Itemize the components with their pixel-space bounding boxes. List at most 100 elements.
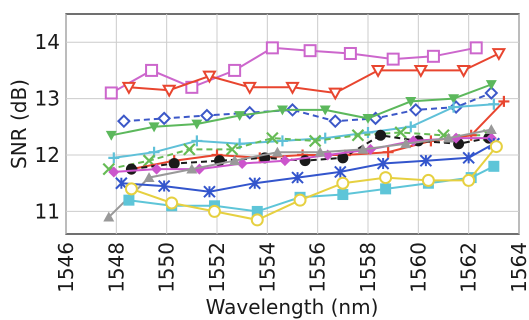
- x-tick-label: 1552: [205, 242, 229, 293]
- marker-point: [328, 87, 343, 101]
- marker-point: [394, 126, 407, 139]
- x-axis-title: Wavelength (nm): [206, 295, 379, 319]
- marker-point: [400, 138, 412, 149]
- marker-point: [104, 86, 118, 100]
- marker-point: [143, 172, 155, 182]
- marker-point: [443, 132, 455, 143]
- marker-point: [191, 119, 203, 130]
- series-2: [121, 48, 507, 101]
- series-4: [105, 80, 497, 141]
- marker-point: [123, 194, 135, 206]
- marker-point: [382, 146, 394, 158]
- marker-point: [191, 135, 203, 147]
- marker-point: [228, 63, 242, 77]
- marker-point: [489, 140, 503, 154]
- marker-point: [362, 113, 374, 124]
- y-tick-label: 11: [35, 199, 60, 223]
- marker-point: [271, 146, 283, 157]
- marker-point: [484, 86, 499, 100]
- marker-point: [108, 152, 120, 164]
- marker-point: [285, 81, 300, 95]
- x-tick-label: 1556: [306, 242, 330, 293]
- marker-point: [328, 114, 343, 129]
- series-line: [108, 128, 492, 218]
- marker-point: [405, 121, 417, 133]
- marker-point: [498, 95, 510, 107]
- marker-point: [276, 135, 288, 147]
- marker-point: [157, 179, 171, 193]
- marker-point: [165, 196, 179, 210]
- series-line: [121, 142, 495, 193]
- x-tick-label: 1558: [356, 242, 380, 293]
- marker-point: [334, 165, 347, 179]
- marker-point: [314, 146, 326, 157]
- marker-point: [229, 155, 241, 166]
- series-line: [110, 46, 477, 94]
- series-line: [128, 52, 500, 95]
- marker-point: [336, 176, 350, 190]
- tick-labels: 11 12 13 14 1546 1548 1550 1552 1554 1556 1558 1560…: [35, 30, 529, 293]
- x-tick-label: 1548: [104, 242, 128, 293]
- marker-point: [124, 182, 138, 196]
- marker-point: [103, 211, 115, 222]
- x-tick-label: 1560: [406, 242, 430, 293]
- marker-point: [145, 63, 159, 77]
- series-line: [131, 134, 489, 171]
- series-13: [124, 140, 503, 227]
- marker-point: [426, 49, 440, 63]
- marker-point: [115, 177, 128, 190]
- marker-point: [488, 98, 500, 110]
- marker-point: [168, 157, 180, 169]
- marker-point: [419, 154, 433, 167]
- x-tick-label: 1546: [54, 242, 78, 293]
- x-tick-label: 1562: [457, 242, 481, 293]
- marker-point: [491, 48, 507, 62]
- marker-point: [376, 157, 390, 170]
- marker-point: [462, 173, 476, 187]
- series-group: [102, 41, 510, 227]
- marker-point: [337, 152, 349, 164]
- marker-point: [319, 105, 331, 116]
- x-tick-label: 1564: [507, 242, 529, 293]
- marker-point: [379, 171, 393, 185]
- y-tick-label: 13: [35, 87, 60, 111]
- marker-point: [108, 166, 120, 178]
- marker-point: [250, 213, 264, 227]
- marker-point: [116, 114, 131, 129]
- series-11: [115, 137, 501, 198]
- marker-point: [148, 122, 160, 133]
- marker-point: [242, 81, 257, 95]
- marker-point: [380, 183, 392, 195]
- y-tick-label: 12: [35, 143, 60, 167]
- marker-point: [421, 173, 435, 187]
- marker-point: [405, 97, 417, 107]
- marker-point: [157, 111, 172, 126]
- marker-point: [234, 111, 246, 122]
- marker-point: [351, 129, 365, 142]
- marker-point: [337, 189, 349, 201]
- marker-point: [308, 134, 322, 148]
- marker-point: [291, 171, 304, 184]
- marker-point: [343, 46, 357, 60]
- x-tick-label: 1550: [155, 242, 179, 293]
- marker-point: [462, 151, 475, 165]
- marker-point: [251, 205, 263, 217]
- marker-point: [203, 185, 216, 198]
- marker-point: [202, 70, 217, 84]
- marker-point: [279, 155, 291, 167]
- marker-point: [276, 105, 288, 116]
- marker-point: [448, 94, 460, 105]
- marker-point: [105, 130, 117, 141]
- y-axis-title: SNR (dB): [7, 79, 31, 169]
- series-line: [111, 83, 492, 137]
- series-line: [131, 145, 498, 221]
- marker-point: [488, 160, 500, 172]
- marker-point: [186, 163, 198, 174]
- plot-area: [65, 13, 520, 235]
- grid-lines: [65, 14, 520, 234]
- marker-point: [375, 129, 387, 141]
- marker-point: [469, 41, 483, 55]
- marker-point: [151, 163, 163, 175]
- marker-point: [161, 84, 177, 98]
